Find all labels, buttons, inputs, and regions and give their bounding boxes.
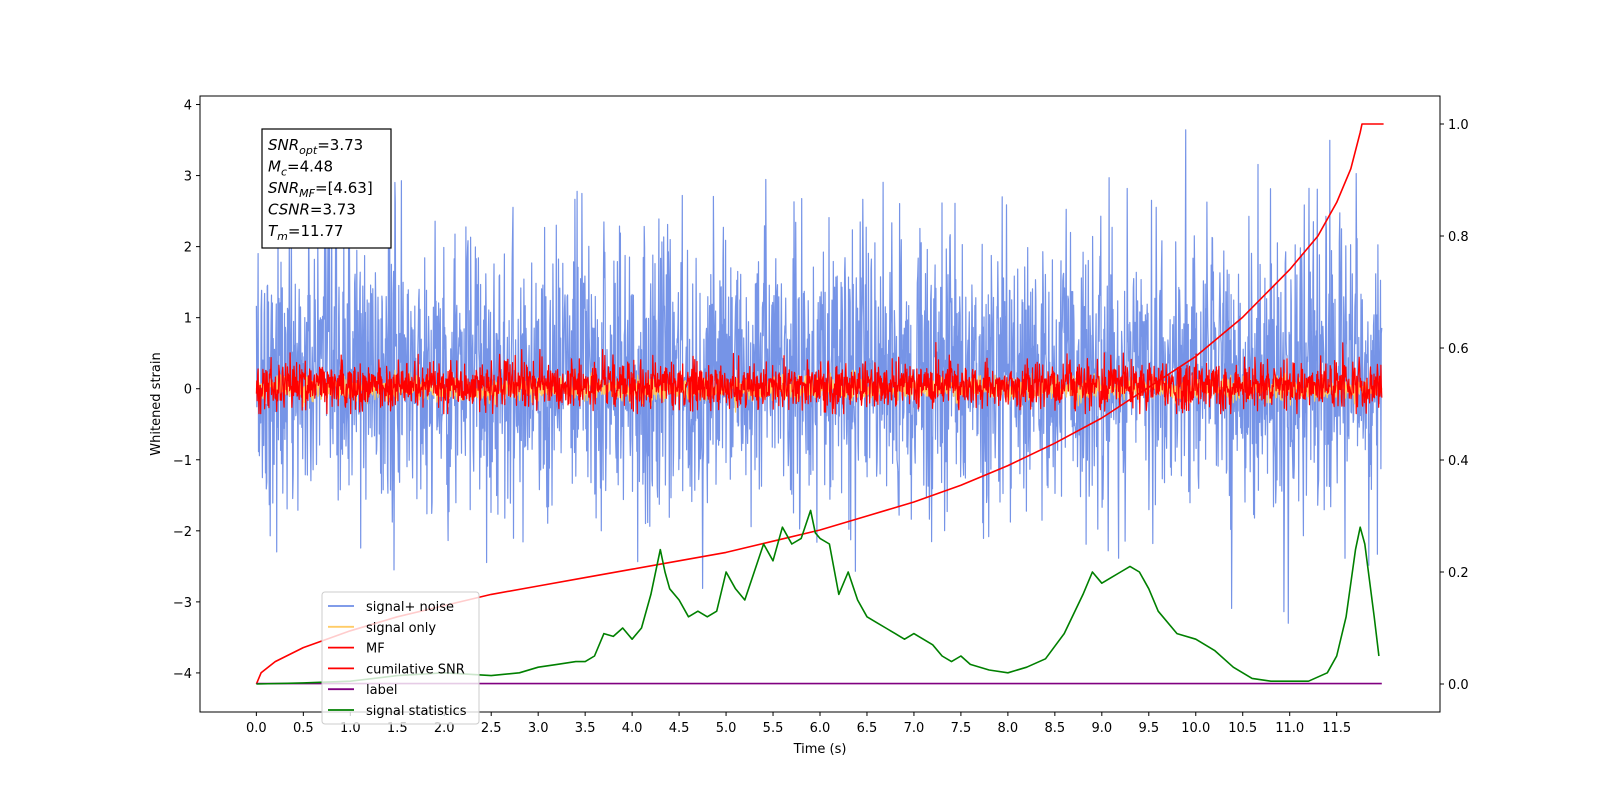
x-tick-label: 6.0 <box>810 721 831 736</box>
legend-label: label <box>366 683 397 698</box>
x-tick-label: 2.5 <box>481 721 502 736</box>
y-tick-label: −3 <box>173 596 192 611</box>
x-tick-label: 8.0 <box>998 721 1019 736</box>
y2-tick-label: 1.0 <box>1448 118 1469 133</box>
y-tick-label: 4 <box>184 99 192 114</box>
legend-label: cumilative SNR <box>366 662 465 677</box>
x-tick-label: 0.0 <box>246 721 267 736</box>
y2-tick-label: 0.6 <box>1448 342 1469 357</box>
y-tick-label: −2 <box>173 525 192 540</box>
x-tick-label: 4.5 <box>669 721 690 736</box>
y2-tick-label: 0.8 <box>1448 230 1469 245</box>
x-tick-label: 6.5 <box>857 721 878 736</box>
x-tick-label: 3.0 <box>528 721 549 736</box>
x-tick-label: 10.5 <box>1228 721 1257 736</box>
annotation-frame <box>261 128 392 249</box>
legend-label: signal only <box>366 621 436 636</box>
series-signal-noise <box>255 129 1383 624</box>
y-tick-label: 2 <box>184 241 192 256</box>
legend-frame <box>321 591 480 725</box>
y-tick-label: −4 <box>173 667 192 682</box>
x-tick-label: 1.5 <box>387 721 408 736</box>
y-tick-label: 3 <box>184 170 192 185</box>
x-tick-label: 10.0 <box>1181 721 1210 736</box>
x-tick-label: 9.0 <box>1091 721 1112 736</box>
annotation-line: Tm=11.77 <box>268 222 343 243</box>
y2-tick-label: 0.4 <box>1448 454 1469 469</box>
x-tick-label: 7.5 <box>951 721 972 736</box>
x-tick-label: 11.5 <box>1322 721 1351 736</box>
legend: signal+ noise signal only MF cumilative SNR… <box>321 591 480 725</box>
x-tick-label: 2.0 <box>434 721 455 736</box>
y2-tick-label: 0.0 <box>1448 678 1469 693</box>
y-tick-label: 1 <box>184 312 192 327</box>
x-tick-label: 5.0 <box>716 721 737 736</box>
series-signal-statistics <box>256 509 1380 685</box>
annotation-line: SNRopt=3.73 <box>268 136 363 157</box>
annotation-line: Mc=4.48 <box>268 158 333 179</box>
y-axis-label: Whitened strain <box>149 352 164 455</box>
x-tick-label: 3.5 <box>575 721 596 736</box>
annotation-line: SNRMF=[4.63] <box>268 179 373 200</box>
y-axis-left: 4 3 2 1 0 −1 −2 −3 −4 <box>173 99 200 682</box>
x-axis: 0.0 0.5 1.0 1.5 2.0 2.5 3.0 3.5 4.0 4.5 5.0 5.5 6.0 6… <box>246 712 1351 736</box>
y-tick-label: 0 <box>184 383 192 398</box>
x-tick-label: 0.5 <box>293 721 314 736</box>
legend-label: signal+ noise <box>366 600 454 615</box>
y2-tick-label: 0.2 <box>1448 566 1469 581</box>
annotation-line: CSNR=3.73 <box>268 201 356 219</box>
series-mf <box>255 342 1383 415</box>
x-tick-label: 4.0 <box>622 721 643 736</box>
legend-label: MF <box>366 642 385 657</box>
x-tick-label: 9.5 <box>1138 721 1159 736</box>
y-tick-label: −1 <box>173 454 192 469</box>
x-tick-label: 1.0 <box>340 721 361 736</box>
x-tick-label: 8.5 <box>1045 721 1066 736</box>
x-axis-label: Time (s) <box>793 742 847 757</box>
legend-label: signal statistics <box>366 704 467 719</box>
x-tick-label: 11.0 <box>1275 721 1304 736</box>
x-tick-label: 5.5 <box>763 721 784 736</box>
y-axis-right: 1.0 0.8 0.6 0.4 0.2 0.0 <box>1440 118 1469 693</box>
x-tick-label: 7.0 <box>904 721 925 736</box>
